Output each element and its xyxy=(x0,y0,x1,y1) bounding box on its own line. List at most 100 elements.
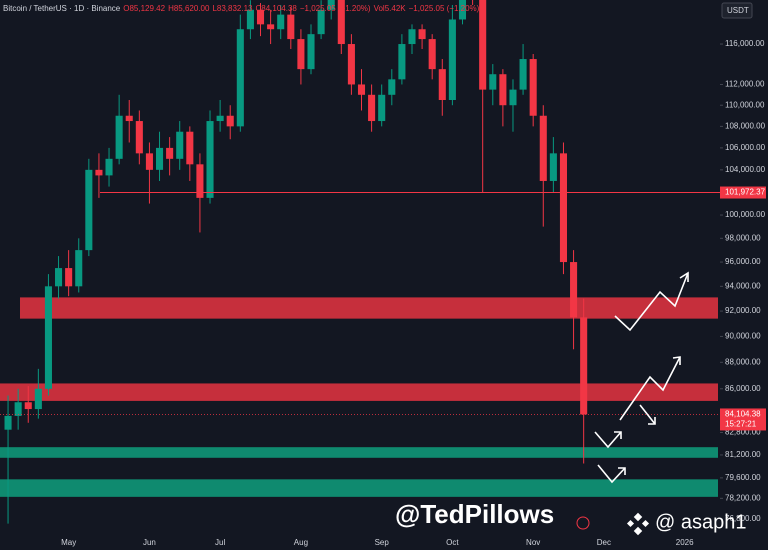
candle-body xyxy=(145,153,153,170)
candle-body xyxy=(226,115,234,127)
x-tick-label: Aug xyxy=(294,538,308,547)
candle-body xyxy=(539,115,547,181)
candle-body xyxy=(166,147,174,159)
candle-body xyxy=(256,9,265,25)
watermark: @TedPillows xyxy=(395,499,554,529)
zone xyxy=(0,383,718,401)
candle-body xyxy=(135,121,143,154)
ohlc-value: O85,129.42 xyxy=(123,4,166,13)
ohlc-value: C84,104.38 xyxy=(255,4,297,13)
candle-body xyxy=(105,158,113,176)
last-price-label: 84,104.38 xyxy=(725,410,761,419)
watermark: @ asaph1 xyxy=(655,511,746,533)
candle-body xyxy=(55,268,63,287)
zone xyxy=(0,447,718,458)
price-axis-bg xyxy=(720,0,768,550)
drawn-arrows xyxy=(594,271,689,484)
currency: USDT xyxy=(727,6,749,15)
candle-body xyxy=(155,147,164,170)
candle-body xyxy=(378,94,386,122)
x-tick-label: Nov xyxy=(526,538,540,547)
ohlc-value: −1,025.05 (−1.20%) xyxy=(408,4,480,13)
y-tick-label: 88,000.00 xyxy=(725,357,761,366)
y-tick-label: 86,000.00 xyxy=(725,384,761,393)
candle-body xyxy=(327,0,335,10)
candle-body xyxy=(428,39,436,70)
candle-body xyxy=(357,84,366,95)
candle-body xyxy=(368,94,376,122)
level-label-bg xyxy=(720,186,766,199)
ohlc-value: H85,620.00 xyxy=(168,4,210,13)
ohlc-value: L83,832.13 xyxy=(212,4,253,13)
y-tick-label: 96,000.00 xyxy=(725,257,761,266)
x-tick-label: Sep xyxy=(375,538,390,547)
candle-body xyxy=(307,34,315,70)
candle-body xyxy=(236,29,244,127)
y-tick-label: 106,000.00 xyxy=(725,143,766,152)
x-tick-label: Oct xyxy=(446,538,459,547)
candle-body xyxy=(267,24,275,30)
candle-body xyxy=(297,39,305,70)
candle-body xyxy=(570,262,578,318)
currency-box[interactable] xyxy=(721,2,753,19)
zone xyxy=(20,297,718,319)
candle-body xyxy=(388,79,396,95)
y-tick-label: 94,000.00 xyxy=(725,281,761,290)
symbol-title: Bitcoin / TetherUS · 1D · Binance xyxy=(3,4,121,13)
candle-body xyxy=(24,402,32,410)
y-tick-label: 116,000.00 xyxy=(725,39,765,48)
y-tick-label: 76,800.00 xyxy=(725,514,761,523)
x-tick-label: Jun xyxy=(143,538,156,547)
candle-body xyxy=(65,268,73,287)
ohlc-value: Vol5.42K xyxy=(373,4,406,13)
y-tick-label: 78,200.00 xyxy=(725,493,761,502)
candle-body xyxy=(34,388,42,410)
y-tick-label: 110,000.00 xyxy=(725,100,765,109)
x-tick-label: 2026 xyxy=(676,538,694,547)
candle-body xyxy=(347,44,355,85)
candle-body xyxy=(246,9,254,30)
x-tick-label: May xyxy=(61,538,76,547)
y-tick-label: 100,000.00 xyxy=(725,210,766,219)
candle-body xyxy=(519,59,527,90)
candle-body xyxy=(287,14,295,40)
ohlc-value: −1,025.05 (−1.20%) xyxy=(299,4,371,13)
candle-body xyxy=(196,164,204,198)
y-tick-label: 79,600.00 xyxy=(725,473,761,482)
y-tick-label: 82,800.00 xyxy=(725,428,761,437)
y-tick-label: 92,000.00 xyxy=(725,306,761,315)
candle-body xyxy=(529,59,537,116)
header: Bitcoin / TetherUS · 1D · Binance O85,129… xyxy=(3,4,482,13)
candle-body xyxy=(186,131,194,165)
x-tick-label: Jul xyxy=(215,538,225,547)
replay-icon[interactable] xyxy=(576,516,590,530)
x-tick-label: Dec xyxy=(597,538,611,547)
candle-body xyxy=(559,153,568,263)
candle-body xyxy=(499,74,507,106)
candle-body xyxy=(216,115,224,122)
candle-body xyxy=(14,402,22,416)
candle-body xyxy=(438,69,446,101)
countdown: 15:27:21 xyxy=(725,420,757,429)
candle-body xyxy=(408,29,416,45)
level-label: 101,972.37 xyxy=(725,188,766,197)
candle-body xyxy=(75,250,83,287)
y-tick-label: 112,000.00 xyxy=(725,80,765,89)
candle-body xyxy=(125,115,133,122)
last-price-label-bg xyxy=(720,408,766,431)
y-tick-label: 81,200.00 xyxy=(725,450,761,459)
candle-body xyxy=(85,169,93,251)
y-tick-label: 98,000.00 xyxy=(725,233,761,242)
candle-body xyxy=(337,0,345,45)
binance-logo xyxy=(626,512,650,536)
candle-body xyxy=(95,169,103,176)
candle-body xyxy=(4,415,12,430)
y-tick-label: 90,000.00 xyxy=(725,332,761,341)
candle-body xyxy=(44,286,52,389)
candle-body xyxy=(458,0,467,20)
candle-body xyxy=(398,44,406,80)
zone xyxy=(0,479,718,497)
candle-body xyxy=(206,121,214,198)
